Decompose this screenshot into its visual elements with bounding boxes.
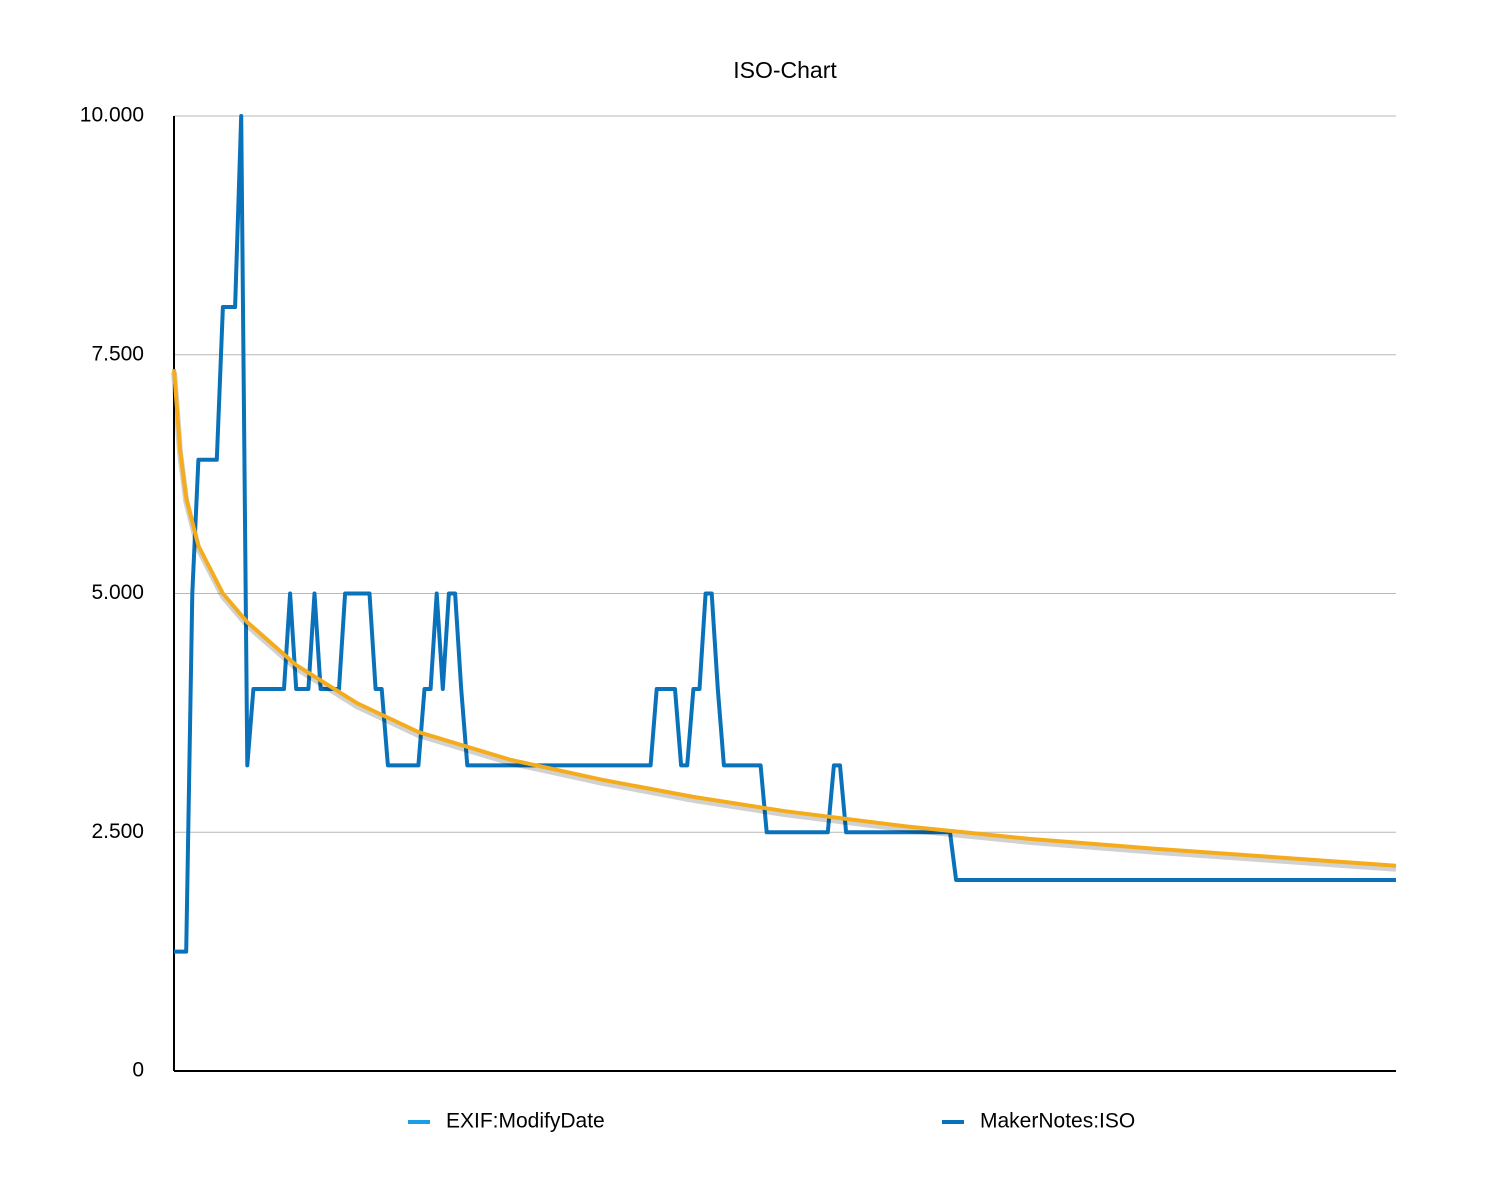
legend-label: EXIF:ModifyDate (446, 1110, 605, 1133)
line-series (174, 114, 1396, 954)
y-tick-label: 7.500 (91, 342, 144, 365)
y-tick-label: 2.500 (91, 820, 144, 843)
legend-label: MakerNotes:ISO (980, 1110, 1135, 1133)
y-tick-label: 5.000 (91, 581, 144, 604)
trendline-shadow (171, 371, 1397, 872)
y-tick-label: 0 (132, 1059, 144, 1082)
y-tick-label: 10.000 (80, 104, 144, 127)
trendline (172, 368, 1397, 868)
chart-title: ISO-Chart (733, 57, 837, 83)
